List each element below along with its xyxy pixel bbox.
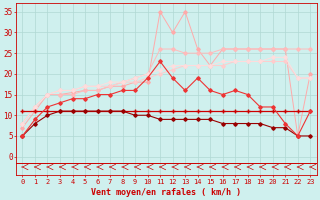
X-axis label: Vent moyen/en rafales ( km/h ): Vent moyen/en rafales ( km/h ) (92, 188, 241, 197)
